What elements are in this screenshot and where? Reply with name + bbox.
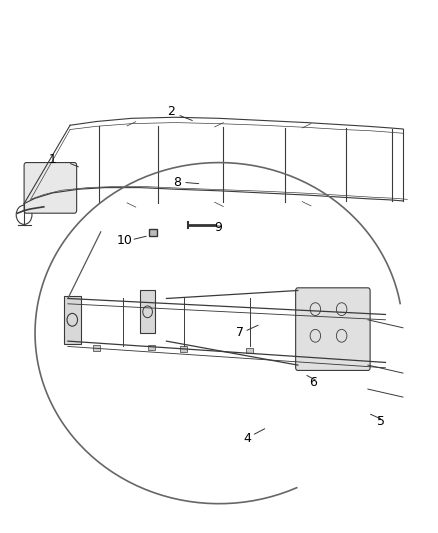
- Text: 1: 1: [49, 154, 57, 166]
- Bar: [64, 296, 81, 344]
- Text: 2: 2: [167, 106, 175, 118]
- Text: 4: 4: [244, 432, 251, 445]
- Bar: [148, 345, 155, 350]
- Bar: [93, 345, 100, 351]
- Text: 10: 10: [117, 234, 133, 247]
- Text: 7: 7: [236, 326, 244, 339]
- Bar: [149, 229, 157, 236]
- Text: 9: 9: [214, 221, 222, 234]
- Text: 6: 6: [309, 376, 317, 389]
- FancyBboxPatch shape: [24, 163, 77, 213]
- Text: 8: 8: [173, 176, 181, 189]
- FancyBboxPatch shape: [296, 288, 370, 370]
- Bar: [180, 346, 187, 352]
- Text: 5: 5: [377, 415, 385, 427]
- Bar: [140, 290, 155, 333]
- Bar: [246, 348, 253, 353]
